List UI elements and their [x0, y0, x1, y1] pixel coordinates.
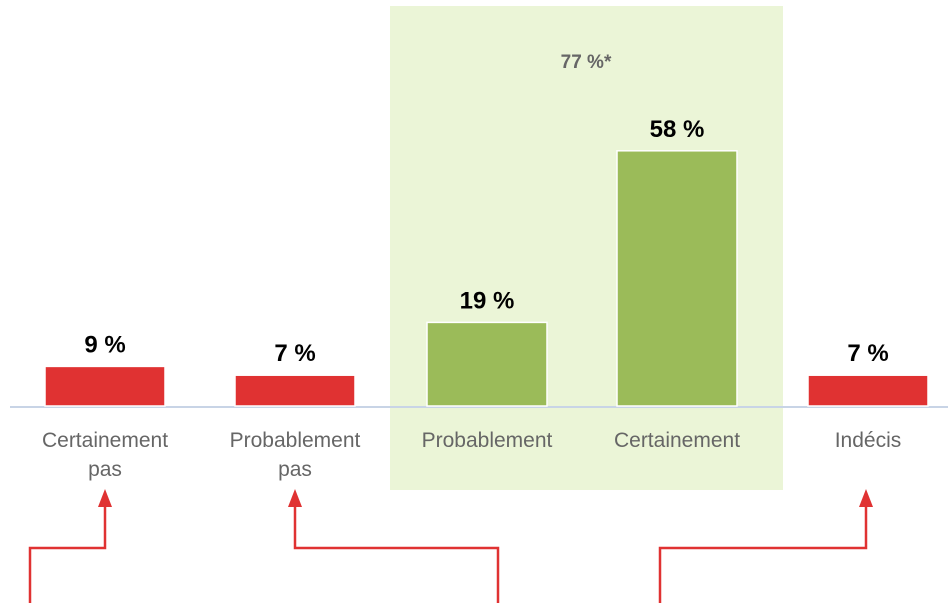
- annotation: 77 %*: [561, 52, 612, 73]
- category-label: Probablement pas: [229, 429, 361, 481]
- bar: [44, 365, 166, 407]
- value-label: 9 %: [84, 331, 125, 358]
- category-label: Probablement: [421, 429, 553, 452]
- arrows: [28, 505, 868, 603]
- category-label: Certainement: [613, 429, 741, 452]
- category-label: Indécis: [834, 429, 902, 452]
- arrowheads: [98, 489, 873, 507]
- bar: [426, 321, 548, 407]
- category-label: Certainement pas: [41, 429, 169, 481]
- bar: [616, 150, 738, 407]
- value-label: 19 %: [460, 287, 515, 314]
- bar: [234, 374, 356, 407]
- value-label: 7 %: [847, 340, 888, 367]
- value-label: 58 %: [650, 116, 705, 143]
- bar: [807, 374, 929, 407]
- value-label: 7 %: [274, 340, 315, 367]
